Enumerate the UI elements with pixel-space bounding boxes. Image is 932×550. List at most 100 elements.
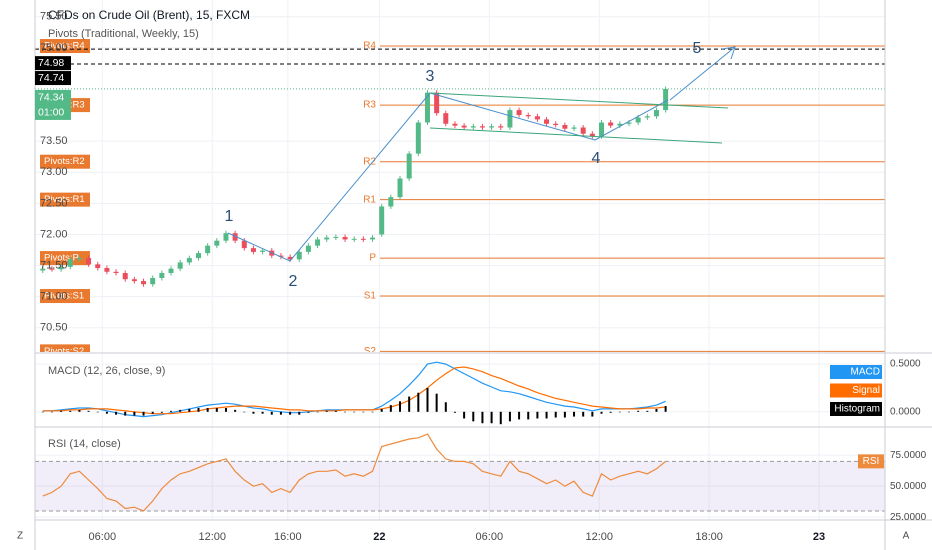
candle-body xyxy=(232,233,238,241)
histogram-bar xyxy=(664,406,667,412)
histogram-bar xyxy=(518,411,521,420)
candle-body xyxy=(49,268,55,270)
histogram-bar xyxy=(554,411,557,418)
histogram-bar xyxy=(307,411,310,413)
histogram-bar xyxy=(417,392,420,412)
histogram-bar xyxy=(279,411,282,415)
candle-body xyxy=(333,236,339,238)
y-tick-label: 72.00 xyxy=(40,228,68,240)
histogram-bar xyxy=(344,411,347,413)
histogram-bar xyxy=(453,411,456,413)
candle-body xyxy=(342,236,348,240)
y-tick-label: 71.50 xyxy=(40,259,68,271)
pivot-label: Pivots:R4 xyxy=(44,41,85,52)
macd-title: MACD (12, 26, close, 9) xyxy=(48,365,165,377)
price-badge xyxy=(35,71,71,86)
pivot-label: Pivots:R1 xyxy=(44,194,85,205)
legend-badge xyxy=(830,383,882,398)
histogram-bar xyxy=(224,407,227,412)
histogram-bar xyxy=(481,411,484,424)
x-tick-label: 23 xyxy=(813,531,825,543)
histogram-bar xyxy=(124,411,127,416)
histogram-bar xyxy=(490,411,493,424)
candle-body xyxy=(241,240,247,249)
candle-body xyxy=(608,122,614,126)
legend-label: Histogram xyxy=(834,404,880,415)
x-tick-label: 16:00 xyxy=(274,531,302,543)
histogram-bar xyxy=(142,411,145,416)
histogram-bar xyxy=(646,410,649,412)
histogram-bar xyxy=(234,409,237,412)
toolbar-icon[interactable]: Z xyxy=(17,531,23,542)
histogram-bar xyxy=(270,411,273,415)
candle-body xyxy=(626,122,632,124)
histogram-bar xyxy=(60,410,63,412)
x-tick-label: 22 xyxy=(373,531,385,543)
histogram-bar xyxy=(170,410,173,412)
candle-body xyxy=(260,250,266,252)
candle-body xyxy=(479,126,485,128)
candle-body xyxy=(461,125,467,128)
histogram-bar xyxy=(600,411,603,414)
rsi-band xyxy=(35,461,885,511)
candle-body xyxy=(617,123,623,126)
y-tick-label: 0.5000 xyxy=(890,359,921,370)
wave-arrow xyxy=(669,46,736,101)
legend-label: Signal xyxy=(852,385,880,396)
candle-body xyxy=(296,251,302,260)
candle-body xyxy=(150,277,156,285)
candle-body xyxy=(452,123,458,126)
legend-badge xyxy=(830,402,882,416)
candle-body xyxy=(223,233,229,241)
histogram-bar xyxy=(472,411,475,422)
histogram-bar xyxy=(508,411,511,422)
histogram-bar xyxy=(197,407,200,412)
price-pane: R4Pivots:R4R3Pivots:R3R2Pivots:R2R1Pivot… xyxy=(35,39,885,357)
candle-body xyxy=(370,237,376,240)
candle-body xyxy=(95,264,101,269)
indicator-line xyxy=(42,433,666,512)
histogram-bar xyxy=(380,408,383,412)
histogram-bar xyxy=(325,410,328,412)
candle-body xyxy=(177,262,183,269)
candle-body xyxy=(40,268,46,271)
candle-body xyxy=(250,248,256,252)
auto-scale-button[interactable]: A xyxy=(903,531,910,542)
histogram-bar xyxy=(435,393,438,412)
histogram-bar xyxy=(206,407,209,412)
candle-body xyxy=(388,197,394,207)
pivot-name: S2 xyxy=(364,346,377,357)
candle-body xyxy=(159,273,165,278)
pivot-label: Pivots:P xyxy=(44,253,79,264)
wave-number: 5 xyxy=(693,40,702,57)
price-badge-label: 74.98 xyxy=(38,57,64,69)
arrow-head xyxy=(721,46,736,60)
pivot-badge xyxy=(40,192,90,207)
indicator-line xyxy=(42,366,666,415)
candle-body xyxy=(122,273,128,280)
candle-body xyxy=(287,256,293,260)
histogram-bar xyxy=(41,411,44,413)
histogram-bar xyxy=(316,411,319,413)
wave-number: 3 xyxy=(426,68,435,85)
histogram-bar xyxy=(637,410,640,412)
histogram-bar xyxy=(261,411,264,414)
histogram-bar xyxy=(50,411,53,413)
rsi-title: RSI (14, close) xyxy=(48,438,121,450)
histogram-bar xyxy=(96,411,99,413)
histogram-bar xyxy=(591,411,594,417)
channel-line xyxy=(429,127,723,144)
price-badge-label: 74.74 xyxy=(38,72,64,84)
histogram-bar xyxy=(618,411,621,413)
candle-body xyxy=(86,258,92,265)
x-tick-label: 18:00 xyxy=(695,531,723,543)
frame: Z A 06:00 12:00 16:00 22 06:00 12:00 18:00 230.… xyxy=(17,0,932,550)
candle-body xyxy=(360,238,366,240)
histogram-bar xyxy=(252,411,255,414)
pivot-label: Pivots:S1 xyxy=(44,291,84,302)
legend-badge xyxy=(830,365,882,379)
candle-body xyxy=(58,266,64,270)
